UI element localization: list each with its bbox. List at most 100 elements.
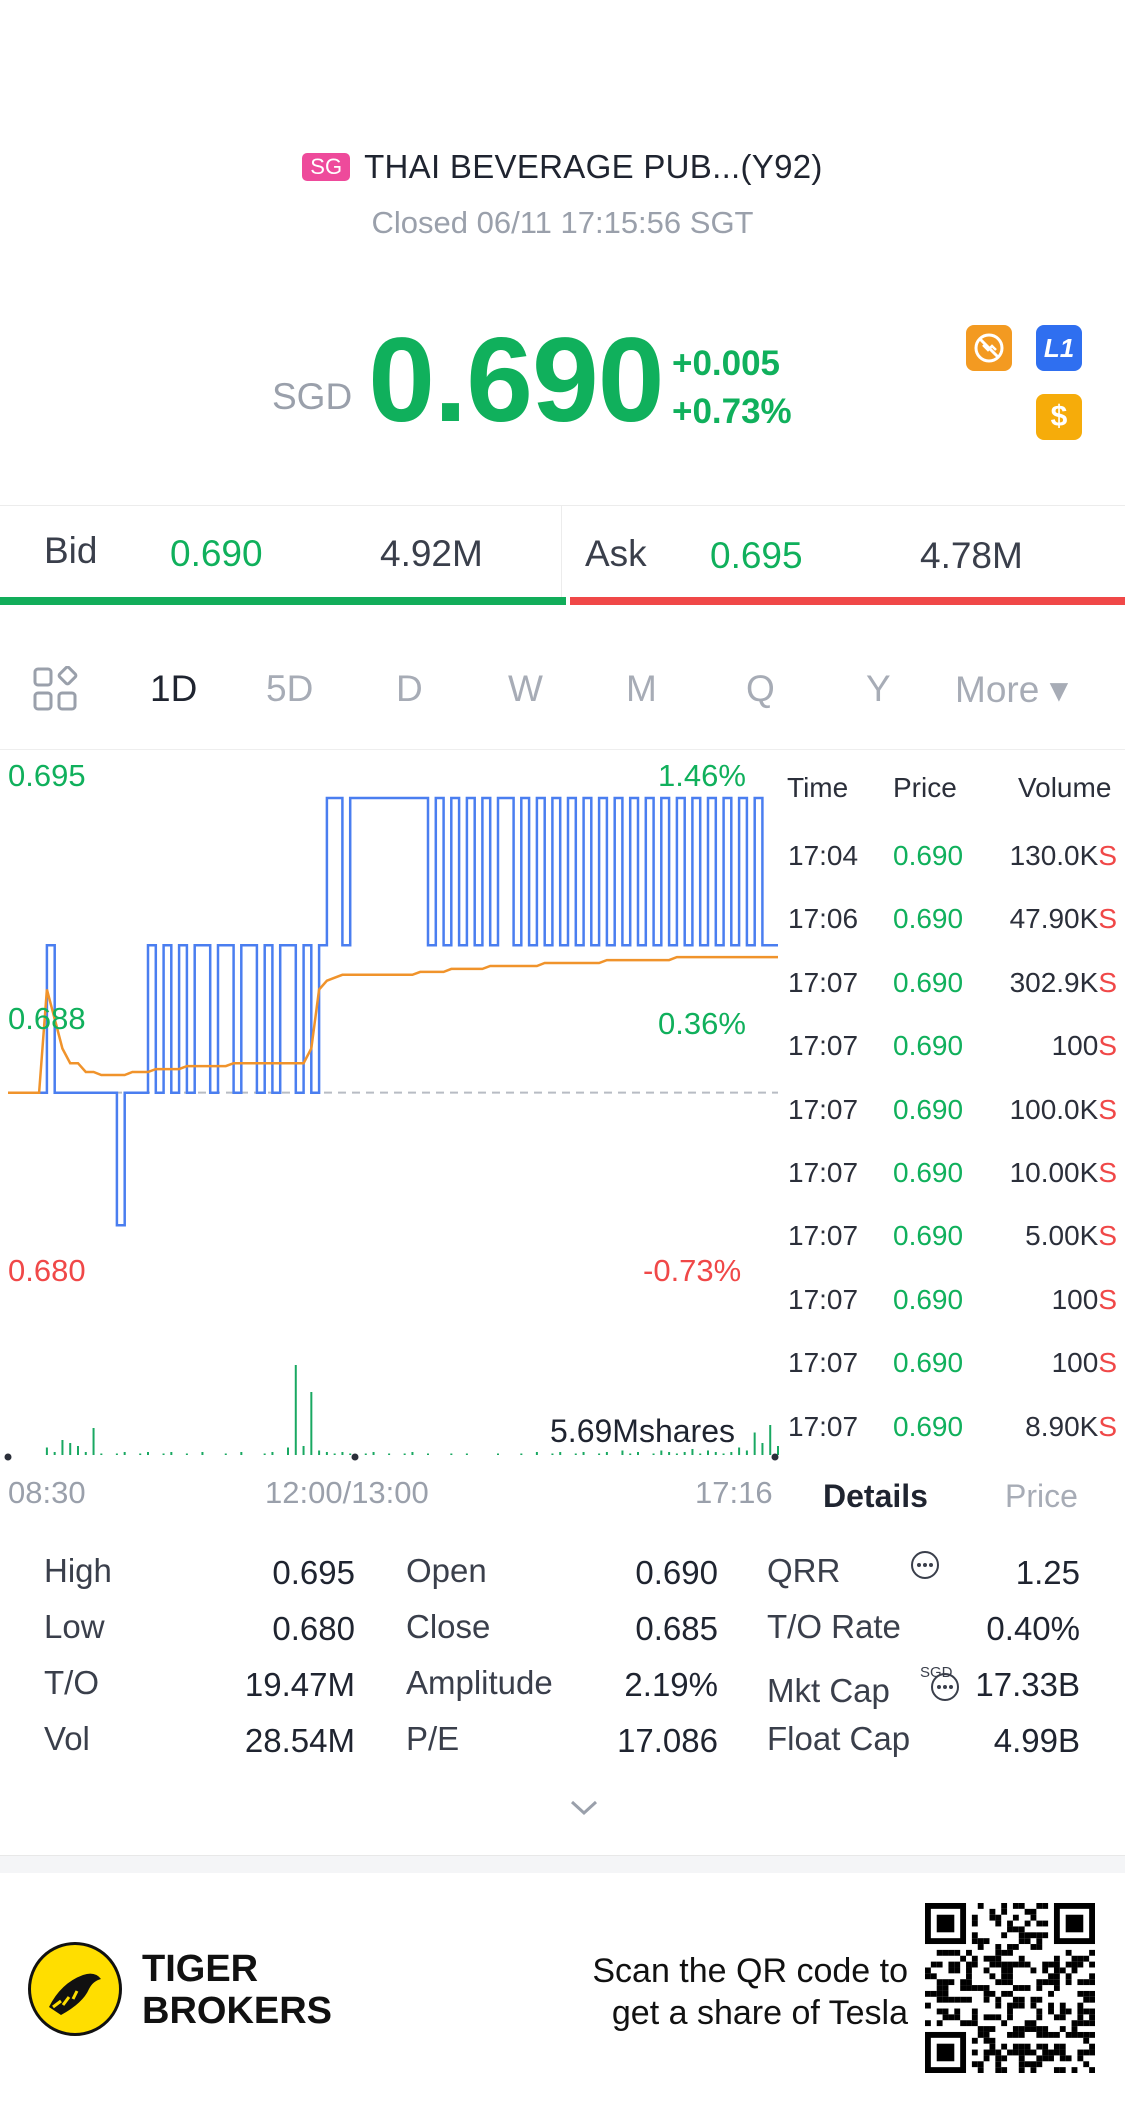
volume-bar [629,1453,632,1455]
volume-bar [551,1453,554,1455]
no-short-sell-icon[interactable] [966,325,1012,371]
qr-module [1007,1926,1013,1933]
qr-module [983,2055,990,2062]
tab-details[interactable]: Details [823,1478,928,1514]
qr-finder [1065,1914,1084,1933]
tab-5d[interactable]: 5D [266,668,314,709]
qr-module [995,1955,1002,1962]
price-line [8,796,778,1227]
qr-module [930,1990,937,1997]
volume-bar [61,1440,64,1455]
qr-module [936,1961,943,1968]
qr-module [1048,1973,1054,1980]
qr-module [1007,2008,1013,2015]
qr-module [1036,2031,1043,2038]
qr-module [925,1967,931,1974]
detail-value: 17.086 [617,1722,718,1759]
qr-module [1048,1990,1054,1997]
qr-module [1089,2031,1095,2038]
qr-module [1001,2055,1008,2062]
qr-module [1012,2002,1019,2009]
qr-module [942,1949,949,1956]
trade-row: 17:07 0.690 10.00KS [780,1157,1125,1197]
to-rate-info-icon[interactable] [910,1550,940,1585]
dollar-icon[interactable]: $ [1036,394,1082,440]
qr-module [1083,2061,1090,2068]
mkt-cap-currency: SGD [920,1664,953,1681]
qr-module [983,2037,990,2044]
qr-module [966,1949,972,1956]
qr-module [983,1967,990,1974]
qr-module [1036,1979,1043,1986]
qr-module [925,2020,931,2027]
qr-module [936,1990,943,1997]
qr-module [960,1955,967,1962]
qr-module [1030,1932,1037,1939]
qr-module [1018,2031,1025,2038]
qr-module [971,2037,978,2044]
qr-module [942,2014,949,2021]
qr-module [1018,2026,1025,2032]
trade-price: 0.690 [893,903,964,935]
qr-module [1018,2061,1025,2068]
detail-label: Float Cap [767,1720,911,1757]
qr-module [1048,2049,1054,2056]
qr-module [983,1990,990,1997]
trade-side: S [1098,1220,1117,1252]
qr-module [1089,1996,1095,2003]
trade-price: 0.690 [893,1283,964,1315]
detail-label: Mkt Cap [767,1672,890,1709]
tab-1d[interactable]: 1D [150,668,198,709]
tiger-brokers-logo [28,1942,122,2036]
qr-module [971,1938,978,1945]
qr-module [1001,1903,1008,1909]
qr-module [1053,2043,1060,2050]
qr-module [936,1949,943,1956]
mkt-cap-info-icon[interactable] [930,1672,960,1707]
qr-module [971,2020,978,2027]
qr-module [1065,1973,1072,1980]
volume-bar [675,1453,678,1455]
qr-module [942,1990,949,1997]
qr-module [1053,1979,1060,1986]
x-axis-mid: 12:00/13:00 [265,1475,429,1510]
qr-module [1036,2008,1043,2015]
qr-module [995,1914,1002,1921]
qr-module [1053,1955,1060,1962]
level1-icon[interactable]: L1 [1036,325,1082,371]
qr-module [948,1949,955,1956]
detail-label: Low [44,1608,105,1645]
tab-price[interactable]: Price [1005,1478,1078,1514]
tab-q[interactable]: Q [746,668,775,709]
qr-module [1042,2049,1049,2056]
qr-module [1024,1908,1031,1915]
detail-label: T/O [44,1664,99,1701]
qr-module [1001,1967,1008,1974]
stock-title: THAI BEVERAGE PUB...(Y92) [364,148,823,185]
trade-time: 17:04 [788,840,859,871]
trade-volume: 100 [1051,1030,1099,1062]
tab-y[interactable]: Y [866,668,891,709]
qr-module [1065,1979,1072,1986]
qr-module [942,1985,949,1991]
chart-settings-icon[interactable] [32,665,80,719]
tab-m[interactable]: M [626,668,657,709]
qr-module [1053,2049,1060,2056]
intraday-chart[interactable] [0,750,780,1465]
qr-module [1012,1944,1019,1950]
volume-bar [683,1452,686,1455]
tab-d[interactable]: D [396,668,423,709]
expand-chevron-icon[interactable] [566,1796,602,1825]
tab-w[interactable]: W [508,668,543,709]
trades-header-time: Time [787,772,849,803]
qr-code[interactable] [925,1903,1095,2073]
qr-module [1042,1961,1049,1968]
detail-label: Open [406,1552,487,1589]
qr-module [1030,2067,1037,2073]
qr-module [1036,1920,1043,1927]
qr-module [1042,1920,1049,1927]
detail-label: P/E [406,1720,460,1757]
qr-module [1089,2049,1095,2056]
tab-more[interactable]: More ▾ [955,669,1069,710]
brand-line-2: BROKERS [142,1990,333,2032]
